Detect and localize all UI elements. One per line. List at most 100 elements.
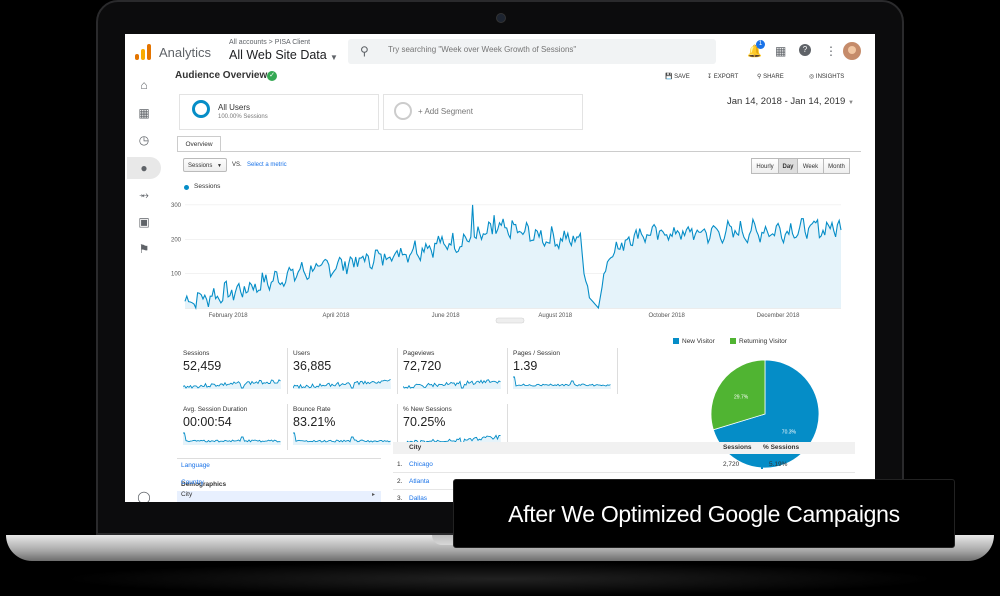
kpi-label: Pageviews bbox=[403, 350, 435, 357]
demographics-language[interactable]: Language bbox=[181, 462, 210, 469]
kpi-avg-session-duration[interactable]: Avg. Session Duration 00:00:54 bbox=[183, 406, 291, 454]
demographics-city-label: City bbox=[181, 491, 193, 498]
acquisition-icon[interactable]: ⥇ bbox=[139, 188, 149, 202]
chevron-down-icon: ▼ bbox=[847, 100, 854, 106]
behavior-icon[interactable]: ▣ bbox=[138, 215, 150, 229]
demographics-city[interactable]: City ▸ bbox=[177, 491, 381, 502]
kpi-value: 36,885 bbox=[293, 359, 332, 373]
conversions-icon[interactable]: ⚑ bbox=[138, 242, 150, 256]
segment-all-users[interactable]: All Users 100.00% Sessions bbox=[179, 94, 379, 130]
segment-sub: 100.00% Sessions bbox=[218, 114, 268, 120]
demographics-title: Demographics bbox=[181, 481, 227, 488]
camera bbox=[496, 13, 506, 23]
save-button[interactable]: 💾 SAVE bbox=[665, 74, 690, 80]
granularity-month-button[interactable]: Month bbox=[823, 158, 850, 174]
x-tick-label: April 2018 bbox=[322, 313, 350, 319]
demographics-country[interactable]: Country bbox=[181, 479, 204, 486]
row-rank: 2. bbox=[397, 478, 403, 485]
sparkline-line bbox=[183, 432, 281, 443]
table-row[interactable]: 1. Chicago 2,720 5.19% bbox=[393, 458, 855, 473]
chart-resize-handle[interactable] bbox=[495, 317, 525, 324]
search-box[interactable]: ⚲ bbox=[348, 39, 716, 64]
sessions-legend-label: Sessions bbox=[194, 183, 221, 190]
select-metric-link[interactable]: Select a metric bbox=[247, 162, 287, 168]
column-header-city[interactable]: City bbox=[409, 444, 422, 451]
row-rank: 3. bbox=[397, 495, 403, 502]
granularity-day-button[interactable]: Day bbox=[778, 158, 798, 174]
kpi-divider bbox=[397, 404, 398, 450]
laptop-shadow bbox=[60, 562, 940, 596]
row-percent: 5.19% bbox=[769, 461, 788, 468]
sparkline bbox=[403, 379, 501, 389]
city-table-header: City Sessions % Sessions bbox=[393, 442, 855, 454]
city-link[interactable]: Chicago bbox=[409, 461, 433, 468]
apps-icon[interactable]: ▦ bbox=[775, 44, 787, 58]
granularity-week-button[interactable]: Week bbox=[797, 158, 824, 174]
pie-slice-label: 29.7% bbox=[734, 394, 749, 400]
column-header-sessions[interactable]: % Sessions bbox=[763, 444, 800, 451]
left-nav: ⌂ ▦ ◷ ● ⥇ ▣ ⚑ ◯ bbox=[125, 70, 164, 502]
discover-icon[interactable]: ◯ bbox=[137, 490, 151, 502]
visitor-pie-chart[interactable]: 70.3% 29.7% bbox=[703, 352, 827, 476]
row-sessions: 2,720 bbox=[723, 461, 740, 468]
granularity-hourly-button[interactable]: Hourly bbox=[751, 158, 779, 174]
x-tick-label: August 2018 bbox=[538, 313, 572, 319]
share-button[interactable]: ⚲ SHARE bbox=[757, 74, 784, 80]
home-icon[interactable]: ⌂ bbox=[140, 78, 148, 92]
tab-overview[interactable]: Overview bbox=[177, 136, 221, 152]
pie-slice-label: 70.3% bbox=[782, 430, 797, 436]
more-icon[interactable]: ⋮ bbox=[825, 44, 837, 58]
y-tick-label: 300 bbox=[171, 203, 182, 209]
analytics-header: Analytics All accounts > PISA Client All… bbox=[125, 34, 875, 71]
column-header-sessions[interactable]: Sessions bbox=[723, 444, 752, 451]
page-title: Audience Overview bbox=[175, 70, 268, 81]
export-button[interactable]: ↧ EXPORT bbox=[707, 74, 739, 80]
kpi-users[interactable]: Users 36,885 bbox=[293, 350, 401, 398]
chevron-down-icon[interactable]: ▼ bbox=[330, 53, 338, 62]
kpi-label: % New Sessions bbox=[403, 406, 452, 413]
table-row[interactable]: 3. Dallas bbox=[393, 492, 855, 502]
audience-icon[interactable]: ● bbox=[127, 157, 161, 179]
sparkline-line bbox=[293, 379, 391, 389]
sparkline bbox=[183, 432, 281, 445]
kpi-pageviews[interactable]: Pageviews 72,720 bbox=[403, 350, 511, 398]
kpi-label: Users bbox=[293, 350, 310, 357]
search-input[interactable] bbox=[386, 44, 710, 55]
demographics-divider bbox=[177, 458, 381, 459]
x-tick-label: October 2018 bbox=[648, 313, 685, 319]
customization-icon[interactable]: ▦ bbox=[138, 106, 150, 120]
add-segment-label: + Add Segment bbox=[418, 107, 473, 116]
notification-badge: 1 bbox=[756, 40, 765, 49]
help-icon[interactable]: ? bbox=[799, 44, 811, 56]
realtime-icon[interactable]: ◷ bbox=[138, 133, 150, 147]
kpi-value: 83.21% bbox=[293, 415, 336, 429]
city-link[interactable]: Atlanta bbox=[409, 478, 430, 485]
kpi-divider bbox=[507, 404, 508, 450]
kpi-pages-session[interactable]: Pages / Session 1.39 bbox=[513, 350, 621, 398]
insights-button[interactable]: ◎ INSIGHTS bbox=[809, 74, 845, 80]
metric-select[interactable]: Sessions ▼ bbox=[183, 158, 227, 172]
segment-label: All Users bbox=[218, 103, 251, 112]
kpi-label: Sessions bbox=[183, 350, 210, 357]
sessions-chart[interactable]: 300 200 100 February 2018 April 2018 June 201… bbox=[163, 190, 875, 330]
add-segment-button[interactable]: + Add Segment bbox=[383, 94, 583, 130]
chevron-right-icon: ▸ bbox=[371, 492, 375, 498]
date-range-picker[interactable]: Jan 14, 2018 - Jan 14, 2019 ▼ bbox=[727, 96, 854, 107]
sparkline bbox=[293, 432, 391, 445]
account-breadcrumb[interactable]: All accounts > PISA Client bbox=[229, 39, 311, 46]
property-name[interactable]: All Web Site Data bbox=[229, 48, 327, 62]
pie-slice-returning-visitor[interactable] bbox=[710, 359, 766, 431]
kpi-label: Pages / Session bbox=[513, 350, 560, 357]
report-area: Audience Overview ✓ 💾 SAVE ↧ EXPORT ⚲ SH… bbox=[163, 70, 875, 502]
kpi-bounce-rate[interactable]: Bounce Rate 83.21% bbox=[293, 406, 401, 454]
vs-label: VS. bbox=[232, 162, 242, 168]
sessions-area bbox=[185, 204, 841, 308]
kpi-sessions[interactable]: Sessions 52,459 bbox=[183, 350, 291, 398]
analytics-logo-icon[interactable] bbox=[135, 44, 151, 60]
avatar[interactable] bbox=[843, 42, 861, 60]
add-segment-ring-icon bbox=[394, 102, 412, 120]
city-link[interactable]: Dallas bbox=[409, 495, 428, 502]
pie-legend-returning: Returning Visitor bbox=[730, 338, 787, 345]
sparkline-area bbox=[513, 377, 611, 389]
sparkline-line bbox=[513, 376, 611, 387]
